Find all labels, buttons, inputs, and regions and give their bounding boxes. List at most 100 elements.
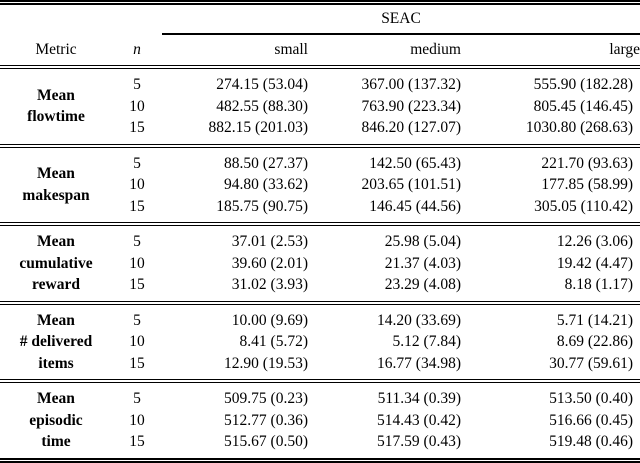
cell-large: 305.05 (110.42) — [534, 197, 634, 215]
table-row: 10 39.60 (2.01) 21.37 (4.03) 19.42 (4.47… — [0, 253, 640, 275]
cell-small: 185.75 (90.75) — [216, 197, 308, 215]
n-value: 5 — [133, 311, 141, 329]
n-value: 10 — [129, 254, 145, 272]
cell-small: 39.60 (2.01) — [231, 254, 308, 272]
cell-medium: 514.43 (0.42) — [377, 411, 461, 429]
cell-small: 31.02 (3.93) — [231, 276, 308, 293]
metric-line: reward — [32, 276, 80, 293]
col-header-large: large — [609, 41, 640, 58]
cell-small: 512.77 (0.36) — [224, 411, 308, 429]
metric-line: flowtime — [27, 108, 85, 126]
cell-medium: 21.37 (4.03) — [384, 254, 461, 272]
metric-label-makespan: Mean makespan — [0, 146, 112, 225]
cell-medium: 23.29 (4.08) — [384, 276, 461, 293]
table-row: 10 94.80 (33.62) 203.65 (101.51) 177.85 … — [0, 174, 640, 196]
cell-small: 8.41 (5.72) — [239, 333, 308, 350]
cell-small: 12.90 (19.53) — [224, 354, 308, 372]
block-mean-makespan: Mean makespan 5 88.50 (27.37) 142.50 (65… — [0, 145, 640, 225]
table-row: Mean episodic time 5 509.75 (0.23) 511.3… — [0, 381, 640, 450]
block-mean-episodic-time: Mean episodic time 5 509.75 (0.23) 511.3… — [0, 381, 640, 460]
cell-small: 274.15 (53.04) — [216, 76, 308, 93]
col-header-n: n — [133, 40, 141, 58]
group-header-seac: SEAC — [162, 2, 640, 35]
cell-small: 515.67 (0.50) — [224, 433, 308, 450]
metric-line: Mean — [37, 233, 75, 250]
cell-large: 221.70 (93.63) — [541, 154, 634, 172]
metric-line: # delivered — [19, 333, 93, 350]
cell-large: 12.26 (3.06) — [556, 233, 634, 250]
metric-line: makespan — [22, 186, 90, 204]
cell-medium: 25.98 (5.04) — [384, 233, 461, 250]
metric-label-delivered-items: Mean # delivered items — [0, 303, 112, 382]
cell-large: 177.85 (58.99) — [541, 176, 634, 193]
table-row: Mean makespan 5 88.50 (27.37) 142.50 (65… — [0, 146, 640, 204]
n-value: 15 — [129, 197, 145, 215]
metric-label-cumulative-reward: Mean cumulative reward — [0, 224, 112, 303]
table-row: Mean flowtime 5 274.15 (53.04) 367.00 (1… — [0, 67, 640, 125]
n-value: 15 — [129, 354, 145, 372]
cell-medium: 203.65 (101.51) — [361, 176, 461, 193]
cell-medium: 146.45 (44.56) — [369, 197, 461, 215]
n-value: 5 — [133, 76, 141, 93]
table-row: 15 185.75 (90.75) 146.45 (44.56) 305.05 … — [0, 196, 640, 225]
n-value: 15 — [129, 276, 145, 293]
table-row: 10 8.41 (5.72) 5.12 (7.84) 8.69 (22.86) — [0, 331, 640, 353]
column-header-row: Metric n small medium large — [0, 34, 640, 67]
cell-large: 30.77 (59.61) — [549, 354, 634, 372]
cell-medium: 14.20 (33.69) — [377, 311, 461, 329]
cell-small: 509.75 (0.23) — [224, 390, 308, 407]
cell-large: 1030.80 (268.63) — [525, 119, 634, 136]
cell-medium: 763.90 (223.34) — [361, 97, 461, 115]
n-value: 15 — [129, 119, 145, 136]
cell-medium: 511.34 (0.39) — [377, 390, 461, 407]
table-row: 10 482.55 (88.30) 763.90 (223.34) 805.45… — [0, 96, 640, 118]
metric-line: Mean — [37, 311, 75, 329]
n-value: 10 — [129, 97, 145, 115]
cell-large: 8.18 (1.17) — [564, 276, 634, 293]
cell-small: 88.50 (27.37) — [224, 154, 308, 172]
table-row: 10 512.77 (0.36) 514.43 (0.42) 516.66 (0… — [0, 410, 640, 432]
n-value: 5 — [133, 390, 141, 407]
col-header-small: small — [274, 41, 308, 58]
n-value: 5 — [133, 154, 141, 172]
metric-line: episodic — [29, 411, 83, 429]
cell-medium: 142.50 (65.43) — [369, 154, 461, 172]
metric-label-episodic-time: Mean episodic time — [0, 381, 112, 460]
cell-medium: 846.20 (127.07) — [361, 119, 461, 136]
n-value: 10 — [129, 176, 145, 193]
cell-small: 882.15 (201.03) — [208, 119, 308, 136]
col-header-medium: medium — [410, 41, 461, 58]
cell-small: 94.80 (33.62) — [224, 176, 308, 193]
block-mean-flowtime: Mean flowtime 5 274.15 (53.04) 367.00 (1… — [0, 67, 640, 146]
cell-medium: 16.77 (34.98) — [377, 354, 461, 372]
cell-large: 519.48 (0.46) — [549, 433, 634, 450]
cell-medium: 517.59 (0.43) — [377, 433, 461, 450]
n-value: 10 — [129, 411, 145, 429]
block-mean-delivered-items: Mean # delivered items 5 10.00 (9.69) 14… — [0, 302, 640, 382]
cell-large: 19.42 (4.47) — [556, 254, 634, 272]
cell-small: 482.55 (88.30) — [216, 97, 308, 115]
cell-large: 555.90 (182.28) — [533, 76, 634, 93]
n-value: 15 — [129, 433, 145, 450]
group-header-spacer — [0, 3, 162, 35]
cell-small: 37.01 (2.53) — [231, 233, 308, 250]
table-header: SEAC Metric n small medium large — [0, 2, 640, 68]
metric-line: Mean — [37, 86, 75, 104]
cell-large: 805.45 (146.45) — [533, 97, 634, 115]
metric-line: cumulative — [19, 254, 93, 272]
cell-large: 8.69 (22.86) — [556, 333, 634, 350]
cell-large: 513.50 (0.40) — [549, 390, 634, 407]
metric-line: Mean — [37, 390, 75, 407]
table-row: 15 882.15 (201.03) 846.20 (127.07) 1030.… — [0, 117, 640, 146]
col-header-metric: Metric — [35, 40, 77, 58]
metric-line: time — [41, 433, 71, 450]
table-row: Mean # delivered items 5 10.00 (9.69) 14… — [0, 303, 640, 372]
n-value: 10 — [129, 333, 145, 350]
table-row: Mean cumulative reward 5 37.01 (2.53) 25… — [0, 224, 640, 293]
cell-large: 5.71 (14.21) — [556, 311, 634, 329]
n-value: 5 — [133, 233, 141, 250]
group-header-row: SEAC — [0, 2, 640, 35]
cell-small: 10.00 (9.69) — [231, 311, 308, 329]
cell-medium: 367.00 (137.32) — [361, 76, 461, 93]
